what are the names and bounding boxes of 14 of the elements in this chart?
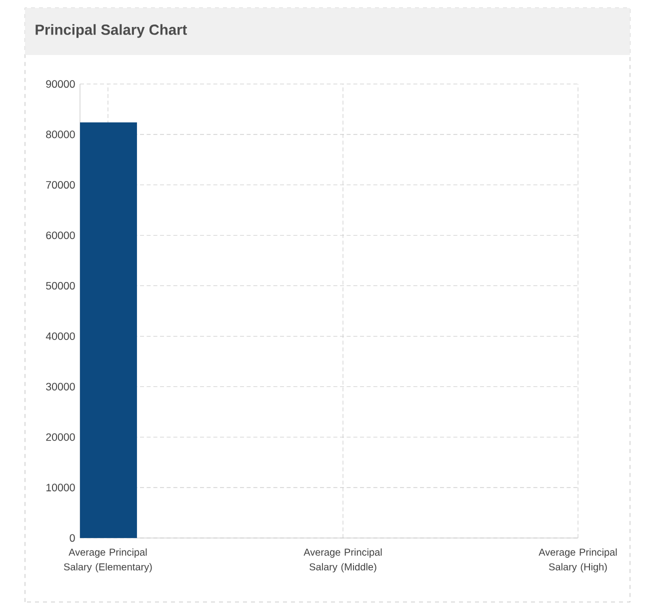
chart-title: Principal Salary Chart [36, 24, 187, 38]
y-tick-label: 40000 [46, 332, 75, 340]
y-tick-label: 0 [70, 534, 75, 542]
y-tick-label: 50000 [46, 282, 75, 290]
y-tick-label: 70000 [46, 181, 75, 189]
y-tick-label: 80000 [46, 130, 75, 138]
x-tick-label: Average Principal Salary (Middle) [304, 548, 382, 572]
y-tick-label: 90000 [46, 80, 75, 88]
y-tick-label: 20000 [46, 433, 75, 441]
y-tick-label: 60000 [46, 232, 75, 240]
y-tick-label: 30000 [46, 382, 75, 390]
x-tick-label: Average Principal Salary (High) [538, 548, 617, 572]
x-tick-label: Average Principal Salary (Elementary) [64, 548, 152, 572]
y-tick-label: 10000 [46, 484, 75, 492]
